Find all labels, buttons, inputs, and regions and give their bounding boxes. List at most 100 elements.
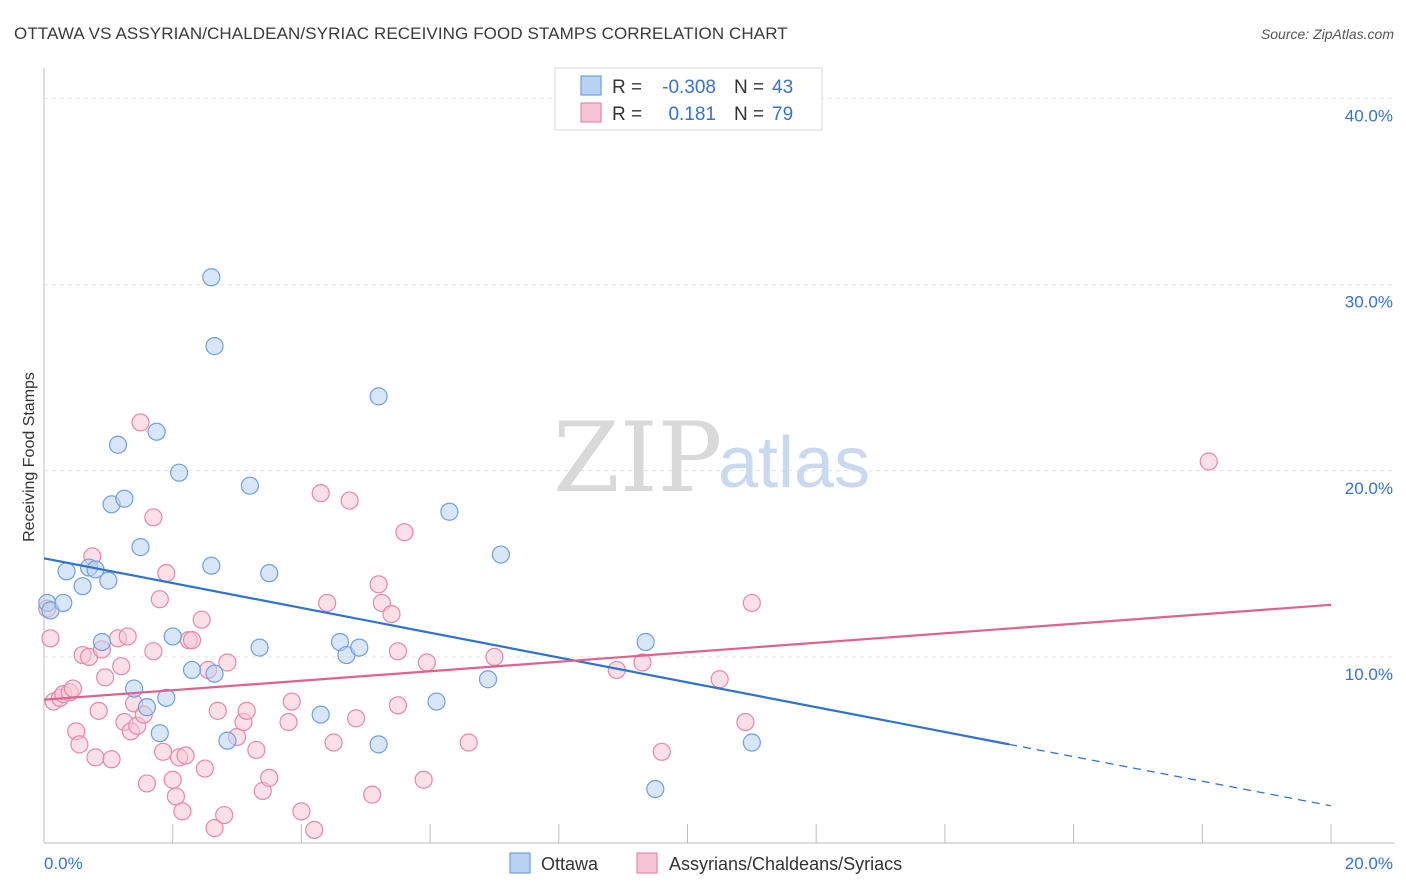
point-ottawa-41 xyxy=(742,733,761,752)
chart-source: Source: ZipAtlas.com xyxy=(1261,26,1394,42)
point-assyrians-32 xyxy=(163,770,182,789)
y-tick-label-3: 40.0% xyxy=(1345,107,1393,126)
point-ottawa-22 xyxy=(205,337,224,356)
point-ottawa-39 xyxy=(636,632,655,652)
point-ottawa-15 xyxy=(147,422,166,441)
point-assyrians-6 xyxy=(63,679,83,698)
series-ottawa-points xyxy=(38,268,761,799)
point-assyrians-51 xyxy=(260,768,279,787)
legend-n-label-ottawa: N = xyxy=(734,77,764,98)
point-assyrians-45 xyxy=(218,653,237,672)
point-ottawa-32 xyxy=(350,638,369,657)
point-ottawa-33 xyxy=(369,387,388,406)
point-assyrians-44 xyxy=(215,805,234,825)
point-assyrians-36 xyxy=(176,746,195,765)
point-assyrians-78 xyxy=(1199,452,1218,471)
point-assyrians-70 xyxy=(459,733,478,752)
point-assyrians-57 xyxy=(318,593,337,613)
point-assyrians-1 xyxy=(41,629,60,648)
point-assyrians-77 xyxy=(742,593,761,613)
point-assyrians-31 xyxy=(157,564,176,583)
point-assyrians-24 xyxy=(131,413,150,432)
point-assyrians-38 xyxy=(182,631,202,650)
point-assyrians-12 xyxy=(86,748,105,767)
point-assyrians-40 xyxy=(195,759,214,778)
point-assyrians-29 xyxy=(150,590,169,609)
point-assyrians-18 xyxy=(112,657,131,676)
point-ottawa-24 xyxy=(202,268,221,287)
point-assyrians-8 xyxy=(70,735,89,754)
point-assyrians-30 xyxy=(153,742,173,761)
legend-r-label-assyrians: R = xyxy=(612,104,642,125)
y-tick-label-1: 20.0% xyxy=(1345,479,1393,498)
point-ottawa-19 xyxy=(170,463,189,482)
legend-swatch-ottawa xyxy=(580,75,602,96)
point-ottawa-13 xyxy=(131,538,150,557)
point-assyrians-59 xyxy=(340,491,359,510)
legend-n-label-assyrians: N = xyxy=(734,104,764,125)
trend-line-ottawa xyxy=(43,557,1010,746)
point-assyrians-28 xyxy=(144,508,163,527)
trend-lines xyxy=(43,557,1332,807)
point-assyrians-49 xyxy=(247,740,266,760)
y-tick-label-2: 30.0% xyxy=(1345,293,1393,312)
point-assyrians-53 xyxy=(282,692,301,711)
series-legend-swatch-assyrians xyxy=(636,852,658,874)
point-assyrians-20 xyxy=(118,627,137,646)
point-ottawa-23 xyxy=(205,664,224,683)
y-axis-label: Receiving Food Stamps xyxy=(21,372,38,542)
point-assyrians-27 xyxy=(144,642,163,661)
point-assyrians-73 xyxy=(633,653,652,672)
point-assyrians-26 xyxy=(137,774,157,793)
point-assyrians-61 xyxy=(363,785,382,804)
axes xyxy=(43,68,1395,844)
point-assyrians-60 xyxy=(346,709,366,728)
point-ottawa-34 xyxy=(369,735,388,754)
watermark-zip: ZIP xyxy=(553,402,722,514)
point-assyrians-62 xyxy=(369,575,388,594)
watermark-atlas: atlas xyxy=(718,423,870,503)
point-assyrians-35 xyxy=(173,802,192,821)
trend-line-ottawa-extension xyxy=(1009,743,1332,807)
point-assyrians-66 xyxy=(388,696,408,715)
point-ottawa-18 xyxy=(163,627,182,646)
point-ottawa-16 xyxy=(150,724,169,743)
point-ottawa-2 xyxy=(54,593,73,613)
point-assyrians-39 xyxy=(192,610,211,629)
series-legend-label-assyrians: Assyrians/Chaldeans/Syriacs xyxy=(669,854,902,874)
point-ottawa-37 xyxy=(478,670,498,689)
x-tick-label-min: 0.0% xyxy=(44,854,83,873)
point-assyrians-69 xyxy=(417,653,436,672)
point-ottawa-7 xyxy=(92,632,112,652)
point-assyrians-74 xyxy=(652,742,671,761)
point-assyrians-64 xyxy=(382,604,401,624)
series-legend-label-ottawa: Ottawa xyxy=(541,854,599,874)
point-assyrians-56 xyxy=(311,484,330,503)
chart-title: OTTAWA VS ASSYRIAN/CHALDEAN/SYRIAC RECEI… xyxy=(14,24,788,43)
point-assyrians-16 xyxy=(102,750,121,769)
point-assyrians-52 xyxy=(279,712,298,732)
x-tick-label-max: 20.0% xyxy=(1345,854,1393,873)
point-assyrians-71 xyxy=(485,647,504,667)
series-legend-swatch-ottawa xyxy=(509,852,531,874)
y-tick-labels: 10.0% 20.0% 30.0% 40.0% xyxy=(1345,107,1393,684)
legend-r-label-ottawa: R = xyxy=(612,77,642,98)
point-assyrians-43 xyxy=(208,701,227,720)
point-assyrians-15 xyxy=(96,668,115,687)
point-ottawa-25 xyxy=(218,731,237,750)
point-ottawa-28 xyxy=(260,564,279,583)
point-ottawa-4 xyxy=(73,577,92,596)
point-ottawa-35 xyxy=(427,692,446,711)
point-ottawa-40 xyxy=(646,779,665,799)
point-assyrians-55 xyxy=(305,820,324,840)
trend-line-assyrians xyxy=(43,603,1332,701)
point-assyrians-65 xyxy=(388,642,408,661)
point-assyrians-58 xyxy=(324,733,343,752)
legend-r-value-ottawa: -0.308 xyxy=(662,77,716,98)
point-ottawa-27 xyxy=(250,638,269,657)
y-tick-label-0: 10.0% xyxy=(1345,665,1393,684)
point-assyrians-13 xyxy=(89,701,108,720)
legend-swatch-assyrians xyxy=(580,102,602,123)
point-ottawa-17 xyxy=(157,688,176,707)
